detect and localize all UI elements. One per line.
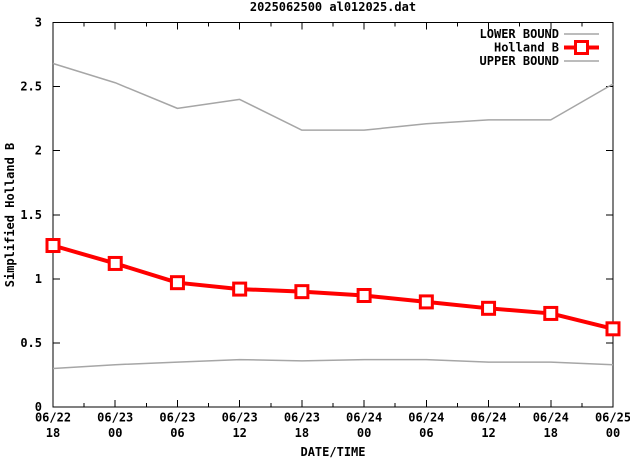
legend-label-lower-bound: LOWER BOUND: [480, 27, 559, 41]
x-tick-time-label: 12: [481, 426, 495, 440]
y-tick-label: 0.5: [20, 336, 42, 350]
y-axis-label: Simplified Holland B: [3, 143, 17, 288]
data-point-marker-holland-b: [45, 238, 61, 254]
x-tick-date-label: 06/24: [470, 411, 506, 425]
legend-label-upper-bound: UPPER BOUND: [480, 54, 559, 68]
y-tick-label: 3: [35, 16, 42, 30]
x-tick-date-label: 06/24: [408, 411, 444, 425]
series-line-holland-b: [52, 243, 614, 331]
data-point-marker-holland-b: [418, 294, 434, 310]
x-tick-date-label: 06/23: [97, 411, 133, 425]
plot-border: [52, 22, 614, 408]
x-tick-date-label: 06/24: [533, 411, 569, 425]
axes: 06/221806/230006/230606/231206/231806/24…: [20, 16, 630, 441]
y-tick-label: 1: [35, 272, 42, 286]
legend-label-holland-b: Holland B: [494, 41, 559, 55]
data-point-marker-holland-b: [481, 300, 497, 316]
x-tick-time-label: 18: [295, 426, 309, 440]
chart-title: 2025062500 al012025.dat: [250, 0, 416, 14]
x-tick-time-label: 18: [46, 426, 60, 440]
series-layer: [45, 62, 621, 370]
y-tick-label: 0: [35, 400, 42, 414]
data-point-marker-holland-b: [107, 255, 123, 271]
y-tick-label: 1.5: [20, 208, 42, 222]
y-tick-label: 2.5: [20, 80, 42, 94]
data-point-marker-holland-b: [169, 275, 185, 291]
x-tick-date-label: 06/22: [35, 411, 71, 425]
x-tick-date-label: 06/23: [222, 411, 258, 425]
data-point-marker-holland-b: [543, 305, 559, 321]
series-line-upper-bound: [52, 62, 614, 131]
data-point-marker-holland-b: [294, 284, 310, 300]
x-tick-time-label: 18: [544, 426, 558, 440]
x-tick-date-label: 06/24: [346, 411, 382, 425]
y-tick-label: 2: [35, 144, 42, 158]
x-tick-date-label: 06/23: [159, 411, 195, 425]
x-tick-time-label: 06: [419, 426, 433, 440]
legend-marker-holland-b: [574, 40, 589, 55]
data-point-marker-holland-b: [605, 321, 621, 337]
x-tick-time-label: 00: [606, 426, 620, 440]
x-tick-time-label: 06: [170, 426, 184, 440]
x-tick-date-label: 06/25: [595, 411, 630, 425]
x-axis-label: DATE/TIME: [300, 445, 365, 459]
x-tick-time-label: 00: [108, 426, 122, 440]
x-tick-time-label: 12: [232, 426, 246, 440]
x-tick-date-label: 06/23: [284, 411, 320, 425]
series-line-lower-bound: [52, 358, 614, 370]
data-point-marker-holland-b: [356, 287, 372, 303]
data-point-marker-holland-b: [232, 281, 248, 297]
x-tick-time-label: 00: [357, 426, 371, 440]
